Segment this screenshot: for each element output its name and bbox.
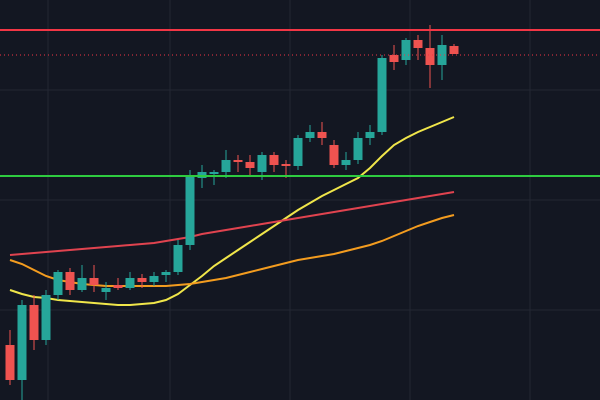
moving-average <box>9 191 455 256</box>
candle-body <box>5 345 15 380</box>
candle-body <box>41 295 51 340</box>
candle-body <box>173 245 183 272</box>
candle-body <box>413 40 423 48</box>
candle-body <box>377 58 387 132</box>
candle-body <box>89 278 99 285</box>
candle-body <box>437 45 447 65</box>
candle-body <box>449 46 459 54</box>
candle-body <box>305 132 315 138</box>
candle-body <box>161 272 171 275</box>
candle-body <box>401 40 411 60</box>
candle-body <box>113 285 123 288</box>
candle-body <box>269 155 279 165</box>
candle-body <box>209 172 219 174</box>
candle-body <box>329 145 339 165</box>
candle-body <box>17 305 27 380</box>
candle-body <box>365 132 375 138</box>
candle-body <box>341 160 351 165</box>
candle-body <box>53 272 63 295</box>
candle-body <box>353 138 363 160</box>
candle-body <box>293 138 303 166</box>
candle-body <box>281 164 291 166</box>
candle-body <box>65 272 75 290</box>
candle-body <box>149 276 159 282</box>
candle-body <box>425 48 435 65</box>
moving-average <box>9 214 455 287</box>
candle-body <box>101 288 111 292</box>
candle-body <box>233 160 243 162</box>
candle-body <box>125 278 135 288</box>
candle-body <box>77 278 87 290</box>
candle-body <box>185 176 195 245</box>
candle-body <box>221 160 231 172</box>
candle-body <box>245 162 255 168</box>
candle-body <box>317 132 327 138</box>
candle-body <box>29 305 39 340</box>
candle-body <box>389 55 399 62</box>
candle-body <box>257 155 267 172</box>
candle-body <box>137 278 147 282</box>
moving-average <box>9 116 455 306</box>
